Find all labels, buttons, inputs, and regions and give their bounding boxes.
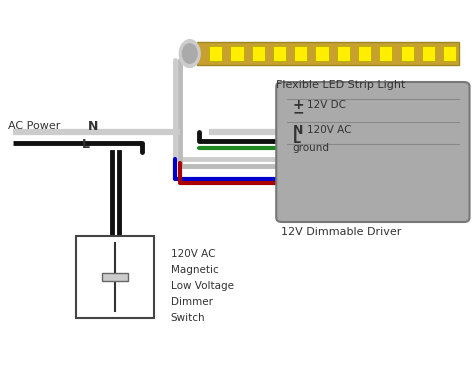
Text: 12V DC: 12V DC — [307, 100, 346, 109]
Bar — [379, 46, 392, 61]
Text: Magnetic: Magnetic — [171, 265, 219, 275]
Bar — [316, 46, 328, 61]
Bar — [273, 46, 286, 61]
Bar — [197, 42, 459, 66]
Bar — [443, 46, 456, 61]
Bar — [401, 46, 414, 61]
Text: N: N — [293, 124, 303, 137]
Bar — [76, 236, 155, 318]
Text: 120V AC: 120V AC — [171, 249, 215, 259]
Bar — [337, 46, 350, 61]
Text: +: + — [293, 98, 304, 112]
Text: N: N — [88, 120, 98, 133]
Bar — [358, 46, 371, 61]
Text: −: − — [293, 105, 304, 119]
Text: L: L — [293, 133, 301, 146]
Bar — [294, 46, 308, 61]
Bar — [209, 46, 222, 61]
Text: AC Power: AC Power — [8, 122, 60, 131]
Text: 120V AC: 120V AC — [307, 125, 351, 135]
FancyBboxPatch shape — [276, 82, 470, 222]
Ellipse shape — [179, 40, 200, 67]
Bar — [102, 273, 128, 281]
Bar — [422, 46, 435, 61]
Bar — [230, 46, 244, 61]
Text: Low Voltage: Low Voltage — [171, 281, 234, 291]
Bar — [252, 46, 265, 61]
Ellipse shape — [182, 44, 197, 63]
Text: ground: ground — [293, 143, 330, 153]
Text: 12V Dimmable Driver: 12V Dimmable Driver — [281, 227, 401, 237]
Text: Flexible LED Strip Light: Flexible LED Strip Light — [276, 79, 406, 90]
Text: L: L — [82, 138, 90, 151]
Text: Dimmer: Dimmer — [171, 297, 213, 307]
Text: Switch: Switch — [171, 313, 205, 323]
